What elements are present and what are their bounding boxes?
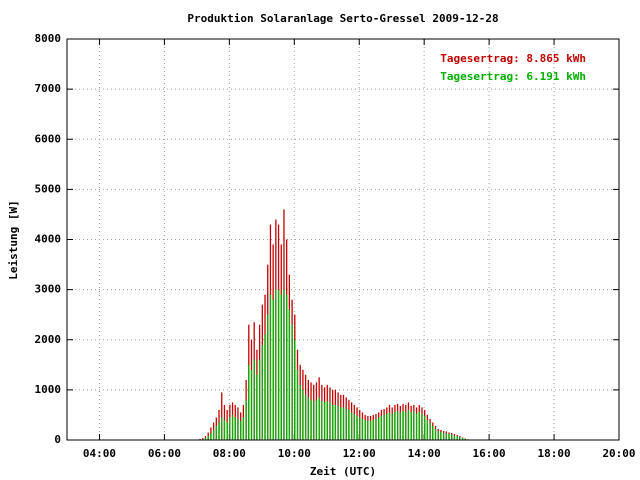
x-tick-label: 14:00 <box>408 447 441 460</box>
x-tick-label: 06:00 <box>148 447 181 460</box>
y-tick-label: 5000 <box>35 182 62 195</box>
y-tick-label: 6000 <box>35 132 62 145</box>
legend-entry: Tagesertrag: 8.865 kWh <box>440 52 586 65</box>
y-tick-label: 2000 <box>35 333 62 346</box>
plot-frame <box>66 38 620 441</box>
y-tick-label: 7000 <box>35 82 62 95</box>
x-tick-label: 20:00 <box>602 447 635 460</box>
x-tick-label: 04:00 <box>83 447 116 460</box>
y-tick-label: 8000 <box>35 32 62 45</box>
y-tick-label: 0 <box>54 433 61 446</box>
x-tick-label: 12:00 <box>343 447 376 460</box>
legend-entry: Tagesertrag: 6.191 kWh <box>440 70 586 83</box>
y-tick-label: 4000 <box>35 233 62 246</box>
x-tick-label: 18:00 <box>537 447 570 460</box>
y-axis-label: Leistung [W] <box>7 200 20 279</box>
y-tick-label: 3000 <box>35 283 62 296</box>
x-tick-label: 08:00 <box>213 447 246 460</box>
x-tick-label: 16:00 <box>473 447 506 460</box>
y-tick-label: 1000 <box>35 383 62 396</box>
x-tick-label: 10:00 <box>278 447 311 460</box>
x-axis-label: Zeit (UTC) <box>310 465 376 478</box>
chart-title: Produktion Solaranlage Serto-Gressel 200… <box>187 12 498 25</box>
